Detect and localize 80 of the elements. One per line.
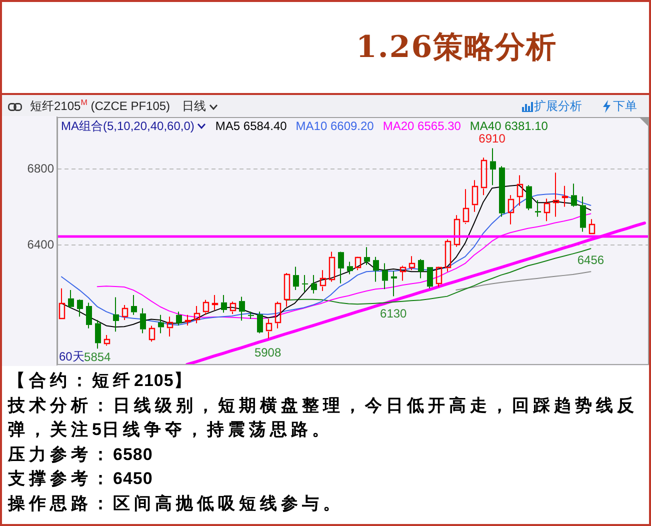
annotation: 6910 (478, 132, 506, 146)
candlestick (347, 261, 353, 275)
candlestick (373, 256, 379, 282)
candlestick (184, 314, 192, 326)
text: 日线 (182, 98, 206, 115)
chart-title: 1.26策略分析 (356, 29, 558, 67)
annotation: 60天 (59, 349, 84, 364)
candlestick (104, 334, 110, 346)
candlestick (328, 251, 336, 282)
candlestick (418, 258, 424, 279)
candlestick (293, 266, 299, 291)
candlestick (462, 188, 470, 224)
candlestick (580, 196, 586, 232)
candlestick (480, 157, 488, 196)
candlestick (382, 262, 388, 290)
candlestick (248, 311, 254, 320)
text: 下单 (613, 98, 637, 115)
candlestick (427, 267, 433, 289)
candlestick (516, 174, 524, 206)
text: MA20 6565.30 (382, 119, 461, 133)
candlestick (131, 294, 137, 316)
candlestick (148, 325, 156, 342)
candlestick (320, 270, 326, 292)
candlestick (239, 296, 245, 322)
y-tick-label: 6800 (27, 161, 54, 176)
candlestick (562, 185, 568, 208)
candlestick (176, 311, 182, 326)
candlestick (571, 183, 577, 208)
text: MA40 6381.10 (470, 119, 548, 133)
candlestick (302, 274, 308, 292)
candlestick (338, 252, 344, 284)
candlestick (436, 266, 442, 288)
candlestick (508, 194, 514, 225)
text: 支撑参考：6450 (8, 468, 154, 490)
candlestick (166, 316, 174, 338)
text: MA5 6584.40 (215, 119, 287, 133)
legend-title: MA组合(5,10,20,40,60,0) (61, 119, 194, 133)
y-tick-label: 6400 (27, 237, 54, 252)
text: 压力参考：6580 (8, 444, 154, 466)
candlestick (499, 166, 505, 218)
candlestick (408, 256, 416, 271)
candlestick (212, 294, 218, 310)
candlestick (58, 288, 66, 320)
candlestick (284, 272, 290, 308)
candlestick (400, 265, 406, 282)
candlestick (552, 172, 560, 218)
candlestick (274, 301, 282, 329)
candlestick (122, 304, 128, 321)
candlestick (391, 270, 397, 297)
candlestick (444, 238, 452, 272)
candlestick (221, 294, 227, 314)
candlestick (490, 148, 496, 186)
candlestick (68, 290, 74, 309)
text: 操作思路：区间高抛低吸短线参与。 (8, 492, 345, 515)
candlestick (364, 246, 370, 266)
chart-subtitle: 短纤2105$^{M}$ (CZCE PF105) (30, 98, 170, 115)
candlestick (526, 184, 532, 211)
candlestick (202, 299, 210, 316)
candlestick (86, 302, 92, 329)
candlestick (257, 311, 263, 334)
candlestick (454, 214, 460, 248)
annotation: 5854 (84, 350, 112, 364)
text: 扩展分析 (534, 98, 582, 115)
annotation: 6130 (380, 306, 408, 321)
candlestick (311, 274, 317, 294)
annotation: 5908 (254, 346, 282, 360)
text: MA10 6609.20 (296, 119, 374, 133)
candlestick (472, 180, 478, 212)
annotation: 6456 (577, 252, 604, 267)
candlestick (113, 296, 119, 332)
candlestick (77, 300, 83, 318)
candlestick (140, 308, 146, 334)
candlestick (230, 301, 236, 314)
candlestick (266, 318, 272, 339)
candlestick (95, 320, 101, 350)
candlestick (544, 198, 550, 222)
candlestick (194, 305, 200, 324)
candlestick (535, 200, 541, 218)
candlestick (158, 314, 164, 334)
candlestick (588, 218, 596, 234)
